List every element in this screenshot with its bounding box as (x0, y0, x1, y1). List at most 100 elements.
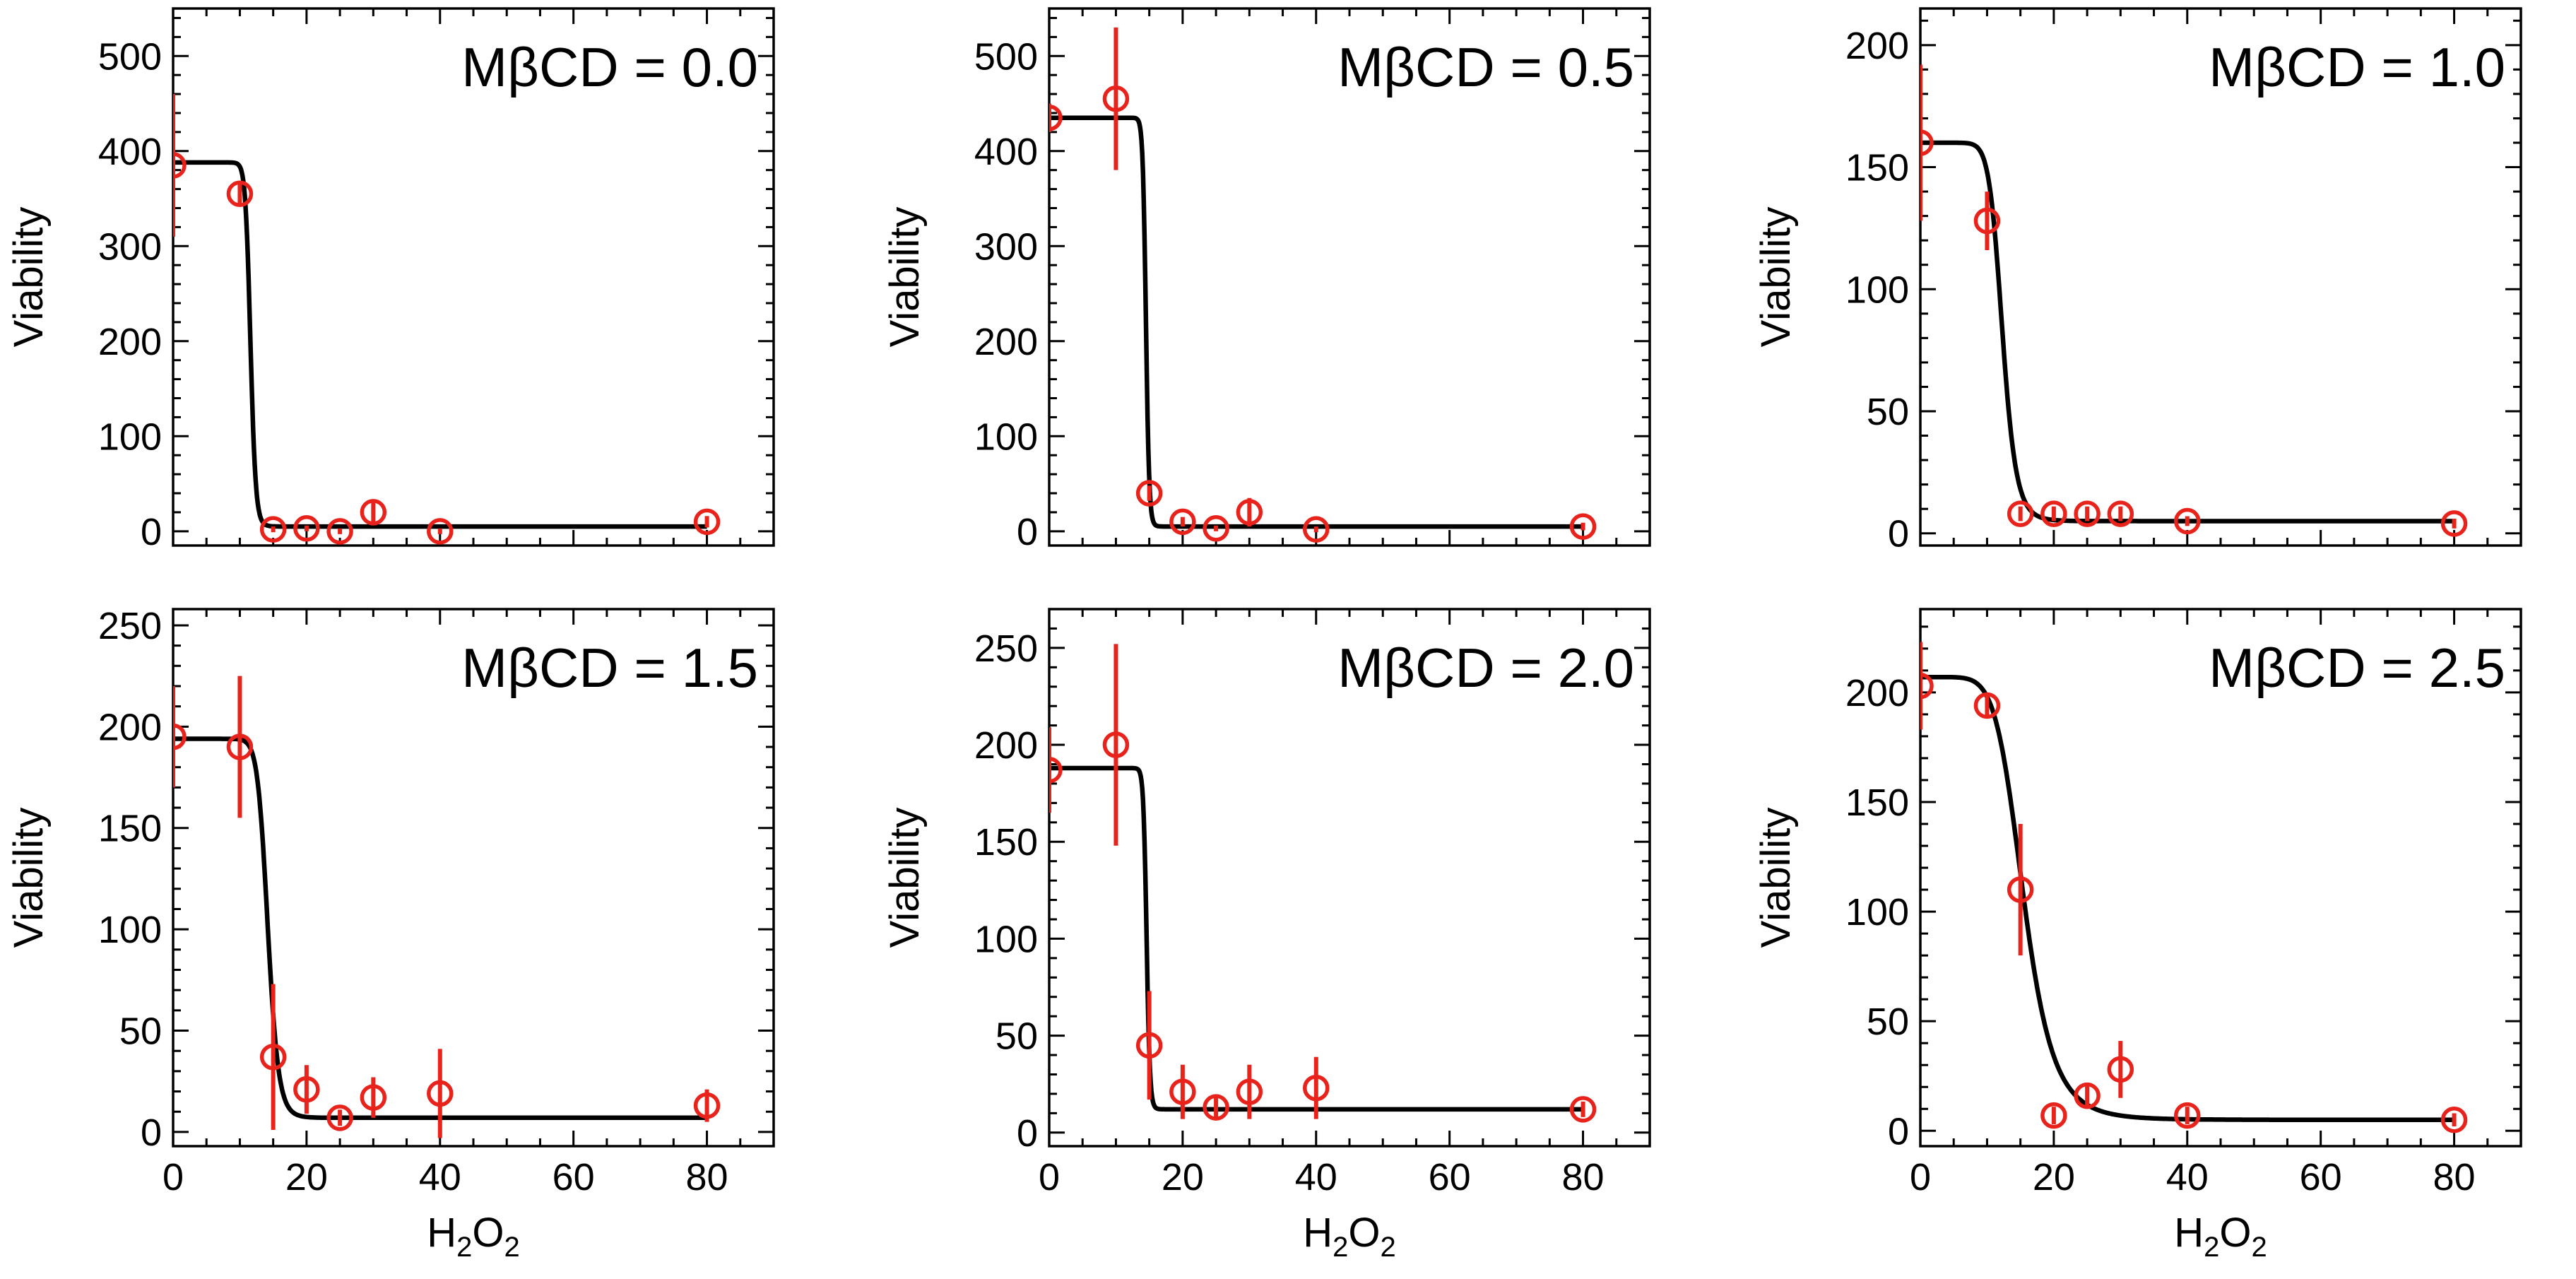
panel-6-data-point (2074, 1082, 2101, 1109)
panel-6-x-tick-label: 60 (2300, 1156, 2342, 1198)
panel-1-data-point (360, 499, 387, 526)
panel-2: 0 100 200 300 400 500 Viability MβCD = 0.5 (882, 7, 1651, 553)
panel-4-y-axis-label: Viability (6, 808, 52, 948)
panel-4-y-tick-label: 200 (98, 706, 162, 748)
panel-1-data-point (226, 180, 254, 208)
panel-5-data-point (1135, 1032, 1163, 1059)
panel-2-fit-line (1047, 115, 1585, 529)
panel-6-y-tick-label: 100 (1845, 891, 1909, 933)
panel-6-y-axis-label: Viability (1753, 808, 1799, 948)
panel-1-data-point (427, 518, 454, 545)
panel-1-title: MβCD = 0.0 (461, 36, 758, 98)
panel-5-x-tick-label: 20 (1162, 1156, 1204, 1198)
panel-6-fit-line (1918, 674, 2456, 1123)
panel-5-x-tick-label: 80 (1562, 1156, 1605, 1198)
panel-4-data-point (693, 1092, 721, 1119)
panel-6-title: MβCD = 2.5 (2209, 637, 2505, 699)
panel-4-x-tick-label: 80 (686, 1156, 728, 1198)
panel-3-data-point (2040, 500, 2067, 527)
panel-4-data-point (226, 733, 254, 760)
panel-6-y-tick-label: 200 (1845, 672, 1909, 714)
panel-6-data-point (2174, 1102, 2201, 1129)
panel-3-title: MβCD = 1.0 (2209, 36, 2505, 98)
panel-6-y-tick-label: 150 (1845, 782, 1909, 824)
panel-3-y-tick-label: 100 (1845, 269, 1909, 311)
panel-3-y-tick-label: 50 (1867, 391, 1909, 433)
panel-3-y-tick-label: 0 (1888, 513, 1909, 555)
panel-1-y-axis-label: Viability (6, 207, 52, 348)
panel-3-y-axis-label: Viability (1753, 207, 1799, 348)
panel-1: 0 100 200 300 400 500 Viability MβCD = 0.0 (6, 7, 775, 553)
panel-5-y-tick-label: 0 (1017, 1112, 1038, 1155)
panel-4-title: MβCD = 1.5 (461, 637, 758, 699)
panel-4-y-tick-label: 0 (141, 1112, 162, 1154)
panel-6-y-tick-label: 0 (1888, 1110, 1909, 1153)
panel-6-data-point (2007, 876, 2034, 903)
panel-2-data-point (1102, 86, 1130, 112)
panel-4-data-point (427, 1080, 454, 1107)
panel-1-y-tick-label: 300 (98, 225, 162, 268)
panel-3-data-point (1920, 129, 1934, 156)
panel-5-data-point (1102, 731, 1130, 758)
panel-3-data-point (2107, 500, 2134, 527)
panel-5-data-point (1569, 1096, 1597, 1123)
panel-3-data-point (1973, 207, 2001, 235)
panel-5-x-tick-label: 60 (1429, 1156, 1471, 1198)
panel-5-y-tick-label: 150 (974, 821, 1038, 864)
panel-4-data-point (259, 1044, 287, 1071)
panel-6-data-point (2440, 1107, 2468, 1133)
panel-4-x-tick-label: 60 (553, 1156, 595, 1198)
panel-2-y-tick-label: 100 (974, 415, 1038, 458)
panel-2-data-points (1049, 27, 1597, 543)
panel-4-y-tick-label: 50 (119, 1010, 162, 1053)
panel-5-data-points (1049, 644, 1597, 1123)
panel-1-data-point (173, 152, 187, 179)
panel-4-x-tick-label: 40 (419, 1156, 461, 1198)
panel-2-data-point (1135, 480, 1163, 507)
panel-2-data-point (1236, 499, 1263, 526)
panel-6-x-axis-label: H2O2 (2174, 1210, 2267, 1263)
panel-2-data-point (1049, 104, 1063, 131)
panel-1-data-points (173, 94, 721, 545)
panel-4-x-axis-label: H2O2 (427, 1210, 520, 1263)
panel-2-data-point (1303, 516, 1330, 543)
panel-1-y-tick-label: 500 (98, 35, 162, 78)
panel-2-title: MβCD = 0.5 (1337, 36, 1634, 98)
panel-4-y-tick-label: 100 (98, 909, 162, 951)
panel-5-y-tick-label: 50 (995, 1015, 1038, 1058)
panel-2-y-tick-label: 300 (974, 225, 1038, 268)
panel-1-data-point (326, 518, 353, 545)
panel-2-y-tick-label: 200 (974, 321, 1038, 363)
panel-4-x-tick-label: 0 (163, 1156, 184, 1198)
panel-2-data-point (1203, 515, 1229, 542)
panel-1-data-point (259, 516, 287, 543)
panel-2-y-tick-label: 0 (1017, 511, 1038, 553)
panel-5-x-axis-label: H2O2 (1303, 1210, 1396, 1263)
panel-5-data-point (1303, 1074, 1330, 1102)
panel-1-data-point (293, 515, 320, 542)
panel-3-fit-line (1918, 140, 2456, 524)
panel-3-data-point (2007, 500, 2034, 527)
panel-3-data-points (1920, 64, 2468, 537)
panel-6-x-tick-label: 80 (2433, 1156, 2476, 1198)
panel-6-data-point (2040, 1102, 2067, 1129)
panel-4-data-point (293, 1075, 320, 1103)
panel-4-data-point (173, 723, 187, 750)
panel-4-y-tick-label: 250 (98, 605, 162, 647)
panel-6-x-tick-label: 40 (2166, 1156, 2209, 1198)
panel-4-data-points (173, 676, 721, 1138)
panel-5-y-axis-label: Viability (882, 808, 928, 948)
panel-3-data-point (2074, 500, 2101, 527)
panel-3-y-tick-label: 200 (1845, 25, 1909, 67)
panel-5-data-point (1049, 756, 1063, 784)
panel-4-x-tick-label: 20 (285, 1156, 328, 1198)
panel-1-y-tick-label: 200 (98, 321, 162, 363)
panel-5-data-point (1203, 1094, 1229, 1121)
panel-5-x-tick-label: 40 (1295, 1156, 1337, 1198)
panel-2-y-tick-label: 400 (974, 131, 1038, 173)
panel-2-data-point (1569, 513, 1597, 540)
panel-6-x-tick-label: 20 (2033, 1156, 2075, 1198)
panel-5-data-point (1236, 1078, 1263, 1105)
panel-5-title: MβCD = 2.0 (1337, 637, 1634, 699)
